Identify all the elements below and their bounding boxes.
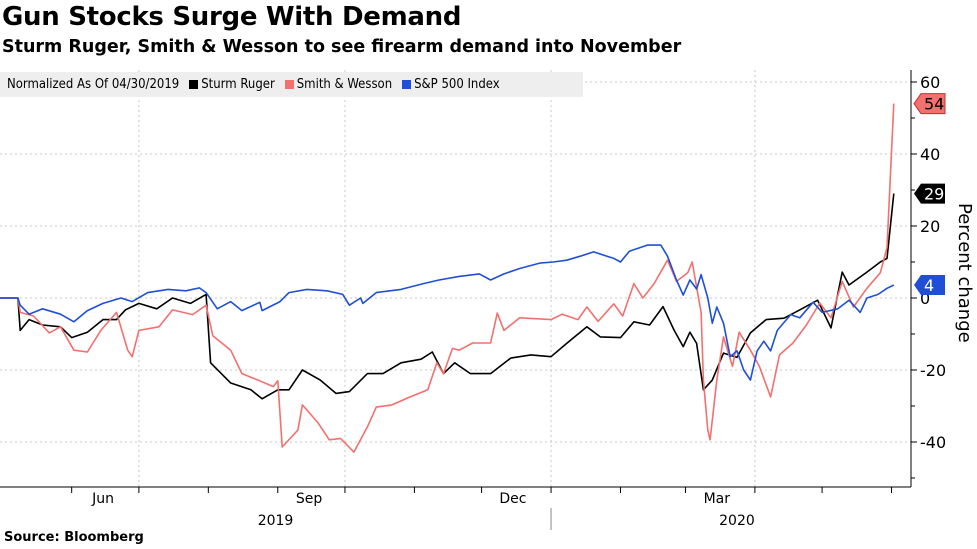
chart-subtitle: Sturm Ruger, Smith & Wesson to see firea… bbox=[2, 37, 682, 57]
series-smith-wesson: 54 bbox=[0, 93, 946, 453]
y-tick-label: 20 bbox=[920, 217, 940, 236]
legend-swatch-smith-wesson bbox=[284, 80, 294, 89]
y-tick-label: 40 bbox=[920, 145, 940, 164]
legend-note: Normalized As Of 04/30/2019 bbox=[7, 77, 180, 92]
x-tick-label: Sep bbox=[296, 491, 323, 507]
legend-label-smith-wesson: Smith & Wesson bbox=[296, 77, 393, 92]
legend-swatch-sp500 bbox=[402, 80, 412, 89]
legend-swatch-sturm-ruger bbox=[189, 80, 199, 89]
last-value-label: 54 bbox=[924, 95, 944, 114]
series-s-p-500-index: 4 bbox=[0, 244, 945, 381]
last-value-tag bbox=[913, 93, 946, 115]
series-line bbox=[0, 244, 895, 381]
y-tick-label: 60 bbox=[920, 73, 940, 92]
chart-title: Gun Stocks Surge With Demand bbox=[2, 2, 462, 32]
source-note: Source: Bloomberg bbox=[4, 530, 144, 545]
legend-label-sp500: S&P 500 Index bbox=[414, 77, 500, 92]
y-tick-label: -40 bbox=[920, 433, 946, 452]
x-tick-label: Mar bbox=[704, 491, 731, 507]
last-value-label: 4 bbox=[924, 276, 934, 295]
year-label: 2019 bbox=[258, 513, 294, 529]
x-tick-label: Dec bbox=[499, 491, 526, 507]
last-value-tag bbox=[914, 275, 945, 296]
year-label: 2020 bbox=[719, 513, 755, 529]
last-value-label: 29 bbox=[924, 185, 944, 204]
legend-label-sturm-ruger: Sturm Ruger bbox=[201, 77, 275, 92]
y-axis-label: Percent change bbox=[954, 203, 975, 343]
last-value-tag bbox=[914, 183, 945, 204]
series-line bbox=[0, 193, 895, 400]
y-tick-label: 0 bbox=[920, 289, 930, 308]
y-tick-label: -20 bbox=[920, 361, 946, 380]
legend: Normalized As Of 04/30/2019 Sturm Ruger … bbox=[0, 72, 583, 97]
series-line bbox=[0, 103, 895, 453]
x-tick-label: Jun bbox=[91, 491, 114, 507]
series-sturm-ruger: 29 bbox=[0, 183, 945, 400]
